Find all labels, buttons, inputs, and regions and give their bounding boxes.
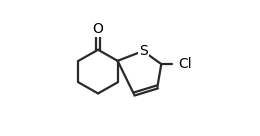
Text: O: O — [93, 22, 103, 36]
Text: Cl: Cl — [178, 57, 192, 71]
Text: S: S — [139, 44, 147, 58]
